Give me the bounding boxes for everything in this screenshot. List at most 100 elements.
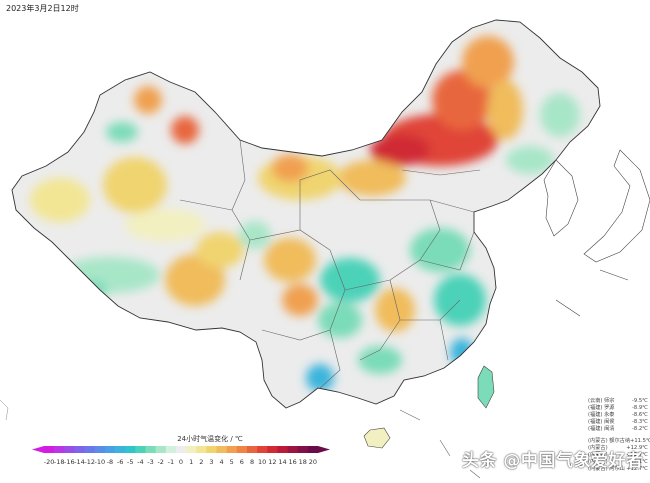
station-value: +12.7℃ bbox=[626, 451, 648, 458]
legend-swatch bbox=[125, 446, 136, 453]
station-row: (内蒙古) +12.7℃ bbox=[588, 452, 648, 459]
station-value: +12.7℃ bbox=[626, 465, 648, 472]
china-land bbox=[12, 20, 600, 408]
legend-swatch bbox=[287, 446, 299, 453]
legend-swatch bbox=[145, 446, 157, 453]
warm-stations-list: (内蒙古) 额尔古纳 +11.5℃ (内蒙古) +12.9℃ (内蒙古) +12.7℃… bbox=[588, 438, 650, 473]
legend-tick-label: 1 bbox=[189, 458, 194, 466]
legend-swatch bbox=[196, 446, 207, 453]
legend-swatch bbox=[165, 446, 177, 453]
legend-swatch bbox=[94, 446, 106, 453]
legend-tick-label: 2 bbox=[199, 458, 204, 466]
legend-swatch bbox=[206, 446, 217, 453]
taiwan-island bbox=[477, 365, 495, 409]
cold-stations-list: (云南) 师宗 -9.5℃ (福建) 罗源 -8.9℃ (福建) 永泰 -8.6℃ (福建)… bbox=[588, 398, 648, 433]
station-name: (内蒙古) 额尔古纳 bbox=[588, 438, 631, 444]
japan-coastline bbox=[583, 149, 650, 263]
legend-swatch bbox=[84, 446, 96, 453]
legend-tick-label: -20 bbox=[43, 458, 55, 466]
legend-title: 24小时气温变化 / ℃ bbox=[177, 435, 243, 443]
legend-tick-label: 18 bbox=[298, 458, 307, 466]
legend-tick-label: -16 bbox=[64, 458, 75, 466]
legend-arrow-high bbox=[318, 446, 330, 453]
east-coast-islands bbox=[555, 269, 629, 317]
legend-tick-label: -6 bbox=[116, 458, 124, 466]
south-sea-boundary bbox=[399, 409, 481, 479]
korea-coastline bbox=[543, 159, 579, 237]
station-name: (内蒙古) 阿尔山 bbox=[588, 465, 625, 472]
legend-tick-label: 0 bbox=[178, 458, 184, 466]
legend-tick-label: -8 bbox=[106, 458, 114, 466]
legend-swatch bbox=[155, 446, 167, 453]
station-name: (福建) 闽清 bbox=[588, 425, 615, 432]
legend-arrow-low bbox=[32, 446, 44, 453]
legend-tick-label: 8 bbox=[249, 458, 255, 466]
legend-tick-label: -18 bbox=[53, 458, 65, 466]
legend-tick-label: -14 bbox=[74, 458, 85, 466]
station-row: (福建) 闽侯 -8.3℃ bbox=[588, 419, 648, 426]
station-value: -8.9℃ bbox=[632, 404, 648, 411]
map-title: 2023年3月2日12时 bbox=[6, 4, 79, 13]
legend-swatch bbox=[236, 446, 248, 453]
legend-tick-label: -1 bbox=[167, 458, 175, 466]
station-row: (云南) 师宗 -9.5℃ bbox=[588, 398, 648, 405]
legend-tick-label: 14 bbox=[278, 458, 287, 466]
legend-swatch bbox=[277, 446, 288, 453]
province-borders bbox=[179, 139, 481, 389]
legend-swatch bbox=[135, 446, 146, 453]
station-value: -8.2℃ bbox=[632, 425, 648, 432]
legend-swatch bbox=[257, 446, 268, 453]
legend-swatch bbox=[54, 446, 65, 453]
legend-swatch bbox=[297, 446, 309, 453]
station-row: (内蒙古) 阿尔山 +12.7℃ bbox=[588, 466, 648, 473]
station-name: (内蒙古) bbox=[588, 458, 608, 465]
legend-swatch bbox=[175, 446, 187, 453]
legend-tick-label: 20 bbox=[308, 458, 318, 466]
watermark: 头条 @中国气象爱好者 bbox=[462, 451, 644, 471]
legend-swatch bbox=[115, 446, 126, 453]
legend-tick-label: -10 bbox=[94, 458, 106, 466]
legend-swatch bbox=[44, 446, 55, 453]
legend-swatch bbox=[74, 446, 85, 453]
legend-swatch bbox=[216, 446, 228, 453]
legend-tick-label: -4 bbox=[137, 458, 144, 466]
station-name: (福建) 罗源 bbox=[588, 404, 615, 411]
legend-swatch bbox=[307, 446, 319, 453]
station-value: -9.5℃ bbox=[632, 398, 648, 404]
legend-swatch bbox=[186, 446, 197, 453]
legend-tick-label: 3 bbox=[209, 458, 214, 466]
station-name: (福建) 闽侯 bbox=[588, 418, 615, 425]
hainan-island bbox=[363, 427, 391, 449]
station-name: (福建) 永泰 bbox=[588, 411, 615, 418]
left-edge-border bbox=[0, 399, 9, 421]
legend-swatch bbox=[226, 446, 238, 453]
station-name: (内蒙古) bbox=[588, 444, 608, 451]
legend-tick-label: -3 bbox=[147, 458, 154, 466]
legend-tick-labels: -20 -18 -16 -14 -12 -10 -8 -6 -5 -4 -3 -2 -1 0 1 2 3 4 5 6 8… bbox=[38, 458, 324, 468]
legend-tick-label: 5 bbox=[229, 458, 234, 466]
station-value: -8.3℃ bbox=[632, 418, 648, 425]
temperature-field bbox=[30, 36, 580, 392]
legend-colorbar bbox=[32, 446, 330, 453]
station-value: -8.6℃ bbox=[632, 411, 648, 418]
station-row: (内蒙古) 额尔古纳 +11.5℃ bbox=[588, 438, 650, 445]
station-row: (内蒙古) +12.9℃ bbox=[588, 445, 648, 452]
legend-swatch bbox=[246, 446, 258, 453]
station-value: +12.9℃ bbox=[626, 444, 648, 451]
legend-tick-label: 6 bbox=[239, 458, 244, 466]
station-row: (福建) 罗源 -8.9℃ bbox=[588, 405, 648, 412]
legend-tick-label: -5 bbox=[127, 458, 134, 466]
station-name: (云南) 师宗 bbox=[588, 398, 615, 404]
station-row: (福建) 闽清 -8.2℃ bbox=[588, 426, 648, 433]
station-row: (内蒙古) +12.1℃ bbox=[588, 459, 648, 466]
legend-tick-label: 10 bbox=[258, 458, 267, 466]
legend-swatch bbox=[64, 446, 75, 453]
china-border bbox=[11, 19, 601, 409]
legend-tick-label: -2 bbox=[157, 458, 164, 466]
station-value: +12.1℃ bbox=[626, 458, 648, 465]
station-value: +11.5℃ bbox=[630, 438, 650, 444]
legend-tick-label: 4 bbox=[219, 458, 224, 466]
legend-swatch bbox=[267, 446, 278, 453]
